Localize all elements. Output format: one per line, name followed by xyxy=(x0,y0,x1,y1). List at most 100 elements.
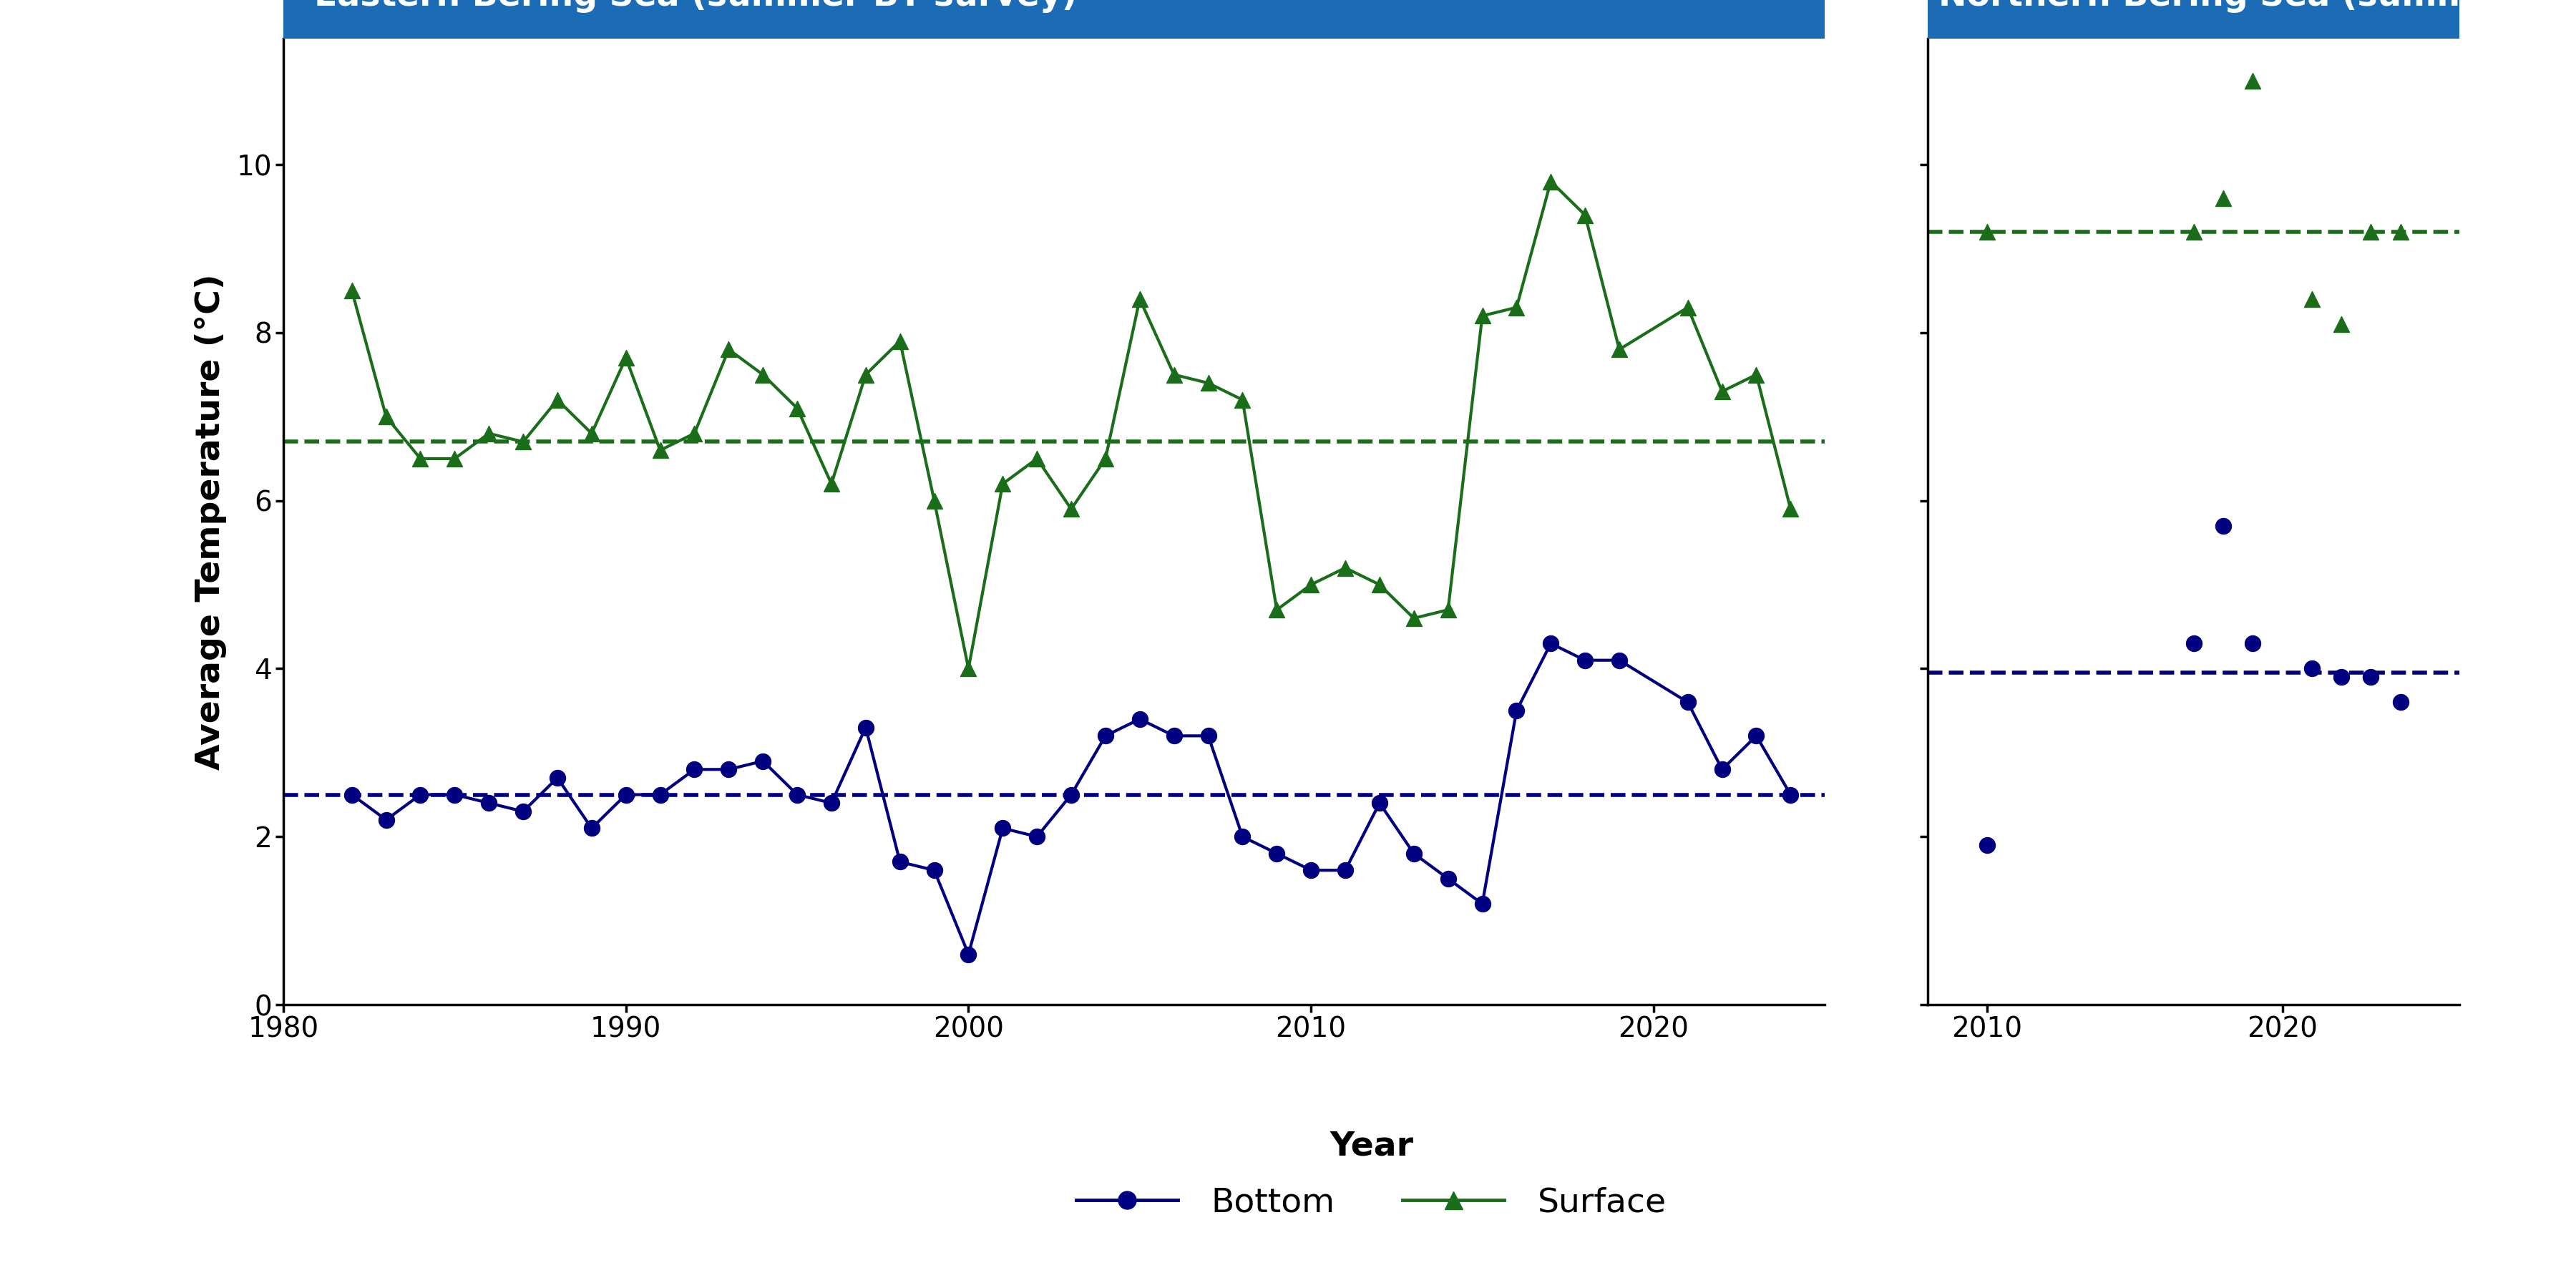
Point xyxy=(469,792,510,813)
Point xyxy=(1965,835,2007,855)
Point xyxy=(2233,634,2275,654)
Point xyxy=(914,491,956,511)
Point xyxy=(433,448,474,469)
Point xyxy=(605,784,647,805)
Point xyxy=(1084,448,1126,469)
Text: Year: Year xyxy=(1329,1131,1414,1162)
Point xyxy=(366,810,407,831)
Point xyxy=(1427,868,1468,889)
Point xyxy=(536,389,577,410)
Point xyxy=(2233,71,2275,91)
Point xyxy=(1667,692,1708,712)
Point xyxy=(1530,634,1571,654)
Point xyxy=(1600,339,1641,359)
Point xyxy=(2321,314,2362,335)
Point xyxy=(1394,608,1435,629)
Point xyxy=(981,818,1023,838)
Point xyxy=(811,474,853,495)
Point xyxy=(2202,515,2244,536)
Point xyxy=(742,365,783,385)
Point xyxy=(675,424,716,444)
Point xyxy=(1188,372,1229,393)
Point xyxy=(1667,298,1708,318)
Point xyxy=(1461,305,1502,326)
Point xyxy=(708,759,750,779)
Point xyxy=(2349,667,2391,688)
Point xyxy=(1291,860,1332,881)
Point xyxy=(1118,289,1159,309)
Point xyxy=(1291,574,1332,595)
Point xyxy=(605,348,647,368)
Point xyxy=(399,784,440,805)
Point xyxy=(1084,725,1126,746)
Point xyxy=(1736,725,1777,746)
Point xyxy=(878,331,920,352)
Point xyxy=(2174,222,2215,242)
Point xyxy=(1965,222,2007,242)
Point xyxy=(1497,298,1538,318)
Point xyxy=(2349,222,2391,242)
Point xyxy=(845,365,886,385)
Point xyxy=(1257,599,1298,620)
Point xyxy=(1394,844,1435,864)
Point xyxy=(639,784,680,805)
Point xyxy=(572,424,613,444)
Point xyxy=(502,801,544,822)
Point xyxy=(1770,498,1811,519)
Point xyxy=(775,784,817,805)
Point xyxy=(2290,289,2331,309)
Point xyxy=(332,784,374,805)
Point xyxy=(2380,222,2421,242)
Point xyxy=(1703,381,1744,402)
Point xyxy=(1221,827,1262,848)
Point xyxy=(469,424,510,444)
Point xyxy=(2174,634,2215,654)
Point xyxy=(366,406,407,426)
Text: Northern Bering Sea (summer BT survey): Northern Bering Sea (summer BT survey) xyxy=(1940,0,2576,13)
Point xyxy=(1461,894,1502,914)
Point xyxy=(1154,725,1195,746)
Point xyxy=(502,431,544,452)
Point xyxy=(2321,667,2362,688)
Point xyxy=(1221,389,1262,410)
Point xyxy=(1703,759,1744,779)
Point xyxy=(914,860,956,881)
Point xyxy=(948,944,989,965)
Point xyxy=(1360,574,1401,595)
Legend: Bottom, Surface: Bottom, Surface xyxy=(1064,1173,1680,1233)
Point xyxy=(1018,827,1059,848)
Y-axis label: Average Temperature (°C): Average Temperature (°C) xyxy=(193,273,227,770)
Point xyxy=(1427,599,1468,620)
Point xyxy=(1530,171,1571,192)
Point xyxy=(1051,498,1092,519)
Point xyxy=(708,339,750,359)
Point xyxy=(1118,708,1159,729)
Point xyxy=(1051,784,1092,805)
Point xyxy=(433,784,474,805)
Point xyxy=(1324,860,1365,881)
Point xyxy=(845,717,886,738)
Point xyxy=(2380,692,2421,712)
Text: Eastern Bering Sea (summer BT survey): Eastern Bering Sea (summer BT survey) xyxy=(314,0,1077,13)
Point xyxy=(1154,365,1195,385)
Point xyxy=(332,281,374,301)
Point xyxy=(1188,725,1229,746)
Point xyxy=(399,448,440,469)
Point xyxy=(1018,448,1059,469)
Point xyxy=(948,658,989,679)
Point xyxy=(1736,365,1777,385)
Point xyxy=(1324,558,1365,578)
Point xyxy=(742,751,783,772)
Point xyxy=(1257,844,1298,864)
Point xyxy=(675,759,716,779)
Point xyxy=(1497,701,1538,721)
Point xyxy=(639,440,680,461)
Point xyxy=(1360,792,1401,813)
Point xyxy=(1770,784,1811,805)
Point xyxy=(1564,650,1605,671)
Point xyxy=(775,398,817,419)
Point xyxy=(1600,650,1641,671)
Point xyxy=(2290,658,2331,679)
Point xyxy=(981,474,1023,495)
Point xyxy=(572,818,613,838)
